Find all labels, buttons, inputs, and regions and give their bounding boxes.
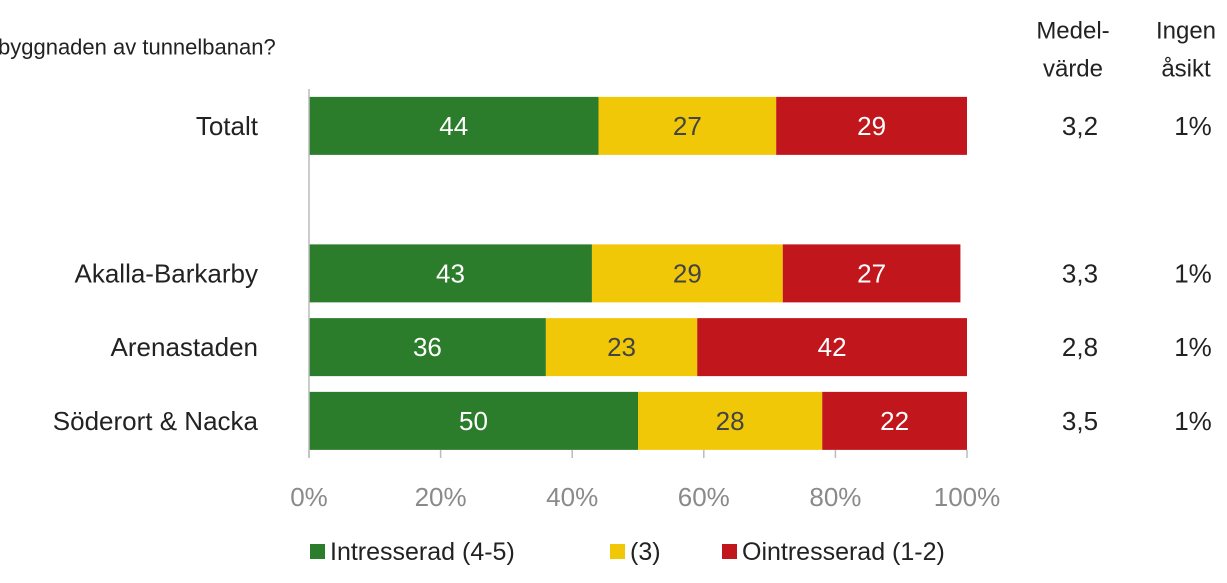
column-header: värde bbox=[1043, 56, 1103, 83]
data-label: 22 bbox=[880, 406, 909, 436]
column-header: Medel- bbox=[1036, 18, 1109, 45]
column-value: 3,2 bbox=[1062, 111, 1098, 141]
data-label: 29 bbox=[857, 111, 886, 141]
legend-swatch bbox=[722, 544, 737, 559]
column-value: 3,3 bbox=[1062, 258, 1098, 288]
data-label: 28 bbox=[716, 406, 745, 436]
data-label: 43 bbox=[436, 258, 465, 288]
data-label: 27 bbox=[857, 258, 886, 288]
column-value: 1% bbox=[1174, 406, 1212, 436]
bar-segment bbox=[638, 391, 823, 450]
column-value: 1% bbox=[1174, 111, 1212, 141]
legend-label: Intresserad (4-5) bbox=[330, 538, 515, 566]
x-tick-label: 0% bbox=[290, 482, 328, 512]
bar-segment bbox=[598, 96, 777, 155]
category-label: Söderort & Nacka bbox=[53, 406, 259, 436]
x-tick-label: 100% bbox=[934, 482, 1001, 512]
bar-segment bbox=[697, 318, 967, 377]
bar-segment bbox=[309, 96, 599, 155]
data-label: 29 bbox=[673, 258, 702, 288]
column-value: 1% bbox=[1174, 332, 1212, 362]
x-tick-label: 60% bbox=[678, 482, 730, 512]
legend-label: Ointresserad (1-2) bbox=[742, 538, 945, 566]
legend-swatch bbox=[310, 544, 325, 559]
category-label: Totalt bbox=[196, 111, 259, 141]
x-tick-label: 40% bbox=[546, 482, 598, 512]
column-header: åsikt bbox=[1161, 56, 1211, 83]
data-label: 23 bbox=[607, 332, 636, 362]
bar-segment bbox=[822, 391, 967, 450]
data-label: 44 bbox=[439, 111, 468, 141]
category-label: Arenastaden bbox=[111, 332, 258, 362]
bars bbox=[309, 96, 967, 450]
column-value: 1% bbox=[1174, 258, 1212, 288]
bar-segment bbox=[309, 318, 546, 377]
data-label: 42 bbox=[818, 332, 847, 362]
bar-segment bbox=[545, 318, 698, 377]
data-label: 27 bbox=[673, 111, 702, 141]
legend-swatch bbox=[610, 544, 625, 559]
bar-segment bbox=[776, 96, 967, 155]
bar-segment bbox=[309, 391, 638, 450]
bar-segment bbox=[782, 244, 961, 303]
x-tick-label: 20% bbox=[415, 482, 467, 512]
category-label: Akalla-Barkarby bbox=[74, 258, 258, 288]
legend-label: (3) bbox=[630, 538, 661, 566]
bar-segment bbox=[591, 244, 783, 303]
chart-title: byggnaden av tunnelbanan? bbox=[0, 35, 276, 60]
column-header: Ingen bbox=[1156, 18, 1216, 45]
column-value: 2,8 bbox=[1062, 332, 1098, 362]
data-label: 36 bbox=[413, 332, 442, 362]
bar-segment bbox=[309, 244, 592, 303]
column-value: 3,5 bbox=[1062, 406, 1098, 436]
x-tick-label: 80% bbox=[809, 482, 861, 512]
data-label: 50 bbox=[459, 406, 488, 436]
